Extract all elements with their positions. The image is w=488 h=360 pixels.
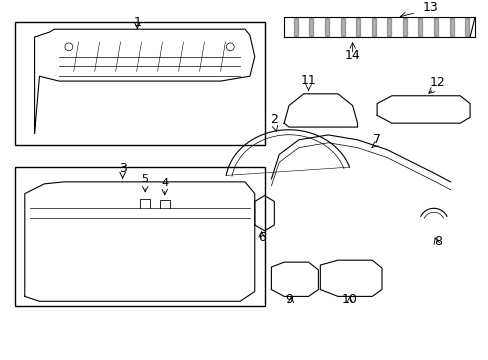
Text: 8: 8 (433, 234, 441, 248)
Text: 13: 13 (422, 1, 438, 14)
Text: 12: 12 (429, 76, 445, 89)
Text: 2: 2 (270, 113, 278, 126)
Text: 9: 9 (285, 293, 292, 306)
Bar (15, 22, 264, 145)
Bar (15, 167, 264, 306)
Text: 3: 3 (119, 162, 126, 175)
Text: 5: 5 (142, 174, 148, 184)
Text: 4: 4 (161, 178, 168, 188)
Text: 10: 10 (341, 293, 357, 306)
Text: 11: 11 (300, 74, 316, 87)
Text: 7: 7 (372, 133, 380, 146)
Text: 14: 14 (344, 49, 360, 62)
Text: 6: 6 (257, 231, 265, 244)
Text: 1: 1 (133, 16, 141, 29)
